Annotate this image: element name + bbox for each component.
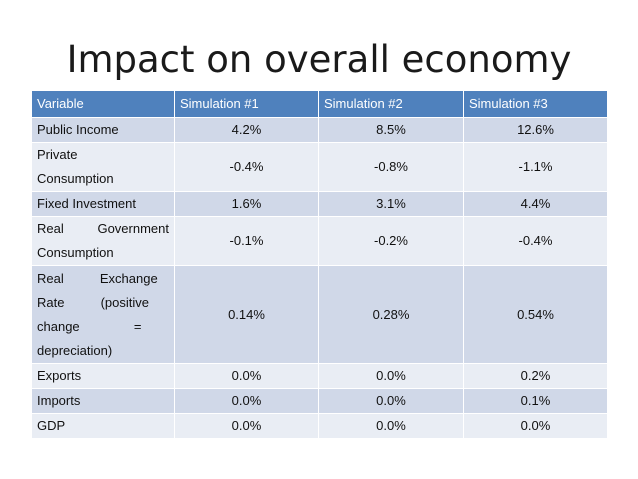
value-cell: 0.28% (318, 265, 464, 364)
variable-label: Real Government (37, 221, 169, 236)
value-cell: 3.1% (318, 191, 464, 217)
header-simulation-1: Simulation #1 (174, 90, 319, 118)
value-cell: 12.6% (463, 117, 608, 143)
variable-label: Real Exchange (37, 270, 158, 286)
variable-label: Rate (positive (37, 294, 149, 310)
value-cell: -0.1% (174, 216, 319, 266)
table-row: Fixed Investment 1.6% 3.1% 4.4% (31, 191, 608, 217)
variable-cell: Fixed Investment (31, 191, 175, 217)
value-cell: 0.0% (174, 413, 319, 439)
variable-label: Fixed Investment (37, 196, 136, 211)
table-row: GDP 0.0% 0.0% 0.0% (31, 413, 608, 439)
value-cell: 4.4% (463, 191, 608, 217)
value-cell: -1.1% (463, 142, 608, 192)
table-row: Real Government Consumption -0.1% -0.2% … (31, 216, 608, 266)
variable-label: Consumption (37, 245, 114, 260)
variable-label: Exports (37, 368, 82, 383)
variable-cell: Real Government Consumption (31, 216, 175, 266)
table-row: Real Exchange Rate (positive change = de… (31, 265, 608, 364)
table-row: Private Consumption -0.4% -0.8% -1.1% (31, 142, 608, 192)
value-cell: -0.4% (463, 216, 608, 266)
value-cell: 1.6% (174, 191, 319, 217)
variable-label: GDP (37, 418, 66, 433)
value-cell: -0.4% (174, 142, 319, 192)
value-cell: 0.2% (463, 363, 608, 389)
header-simulation-3: Simulation #3 (463, 90, 608, 118)
variable-cell: Private Consumption (31, 142, 175, 192)
table-row: Imports 0.0% 0.0% 0.1% (31, 388, 608, 414)
variable-label: Imports (37, 393, 81, 408)
variable-cell: Imports (31, 388, 175, 414)
variable-cell: Public Income (31, 117, 175, 143)
value-cell: 0.14% (174, 265, 319, 364)
header-variable: Variable (31, 90, 175, 118)
value-cell: 0.54% (463, 265, 608, 364)
value-cell: -0.8% (318, 142, 464, 192)
variable-cell: Real Exchange Rate (positive change = de… (31, 265, 175, 364)
value-cell: 0.0% (318, 388, 464, 414)
variable-label: change = (37, 318, 142, 334)
table-row: Public Income 4.2% 8.5% 12.6% (31, 117, 608, 143)
header-simulation-2: Simulation #2 (318, 90, 464, 118)
table-header-row: Variable Simulation #1 Simulation #2 Sim… (31, 90, 608, 118)
value-cell: 0.0% (174, 388, 319, 414)
value-cell: 8.5% (318, 117, 464, 143)
table-row: Exports 0.0% 0.0% 0.2% (31, 363, 608, 389)
value-cell: 0.0% (318, 363, 464, 389)
variable-label: Consumption (37, 171, 114, 186)
slide-title: Impact on overall economy (66, 38, 572, 81)
variable-cell: Exports (31, 363, 175, 389)
value-cell: 0.0% (463, 413, 608, 439)
value-cell: 0.1% (463, 388, 608, 414)
impact-table: Variable Simulation #1 Simulation #2 Sim… (31, 90, 608, 439)
value-cell: 0.0% (174, 363, 319, 389)
value-cell: 4.2% (174, 117, 319, 143)
variable-label: Public Income (37, 122, 119, 137)
variable-cell: GDP (31, 413, 175, 439)
value-cell: 0.0% (318, 413, 464, 439)
variable-label: depreciation) (37, 342, 113, 358)
variable-label: Private (37, 147, 78, 162)
value-cell: -0.2% (318, 216, 464, 266)
